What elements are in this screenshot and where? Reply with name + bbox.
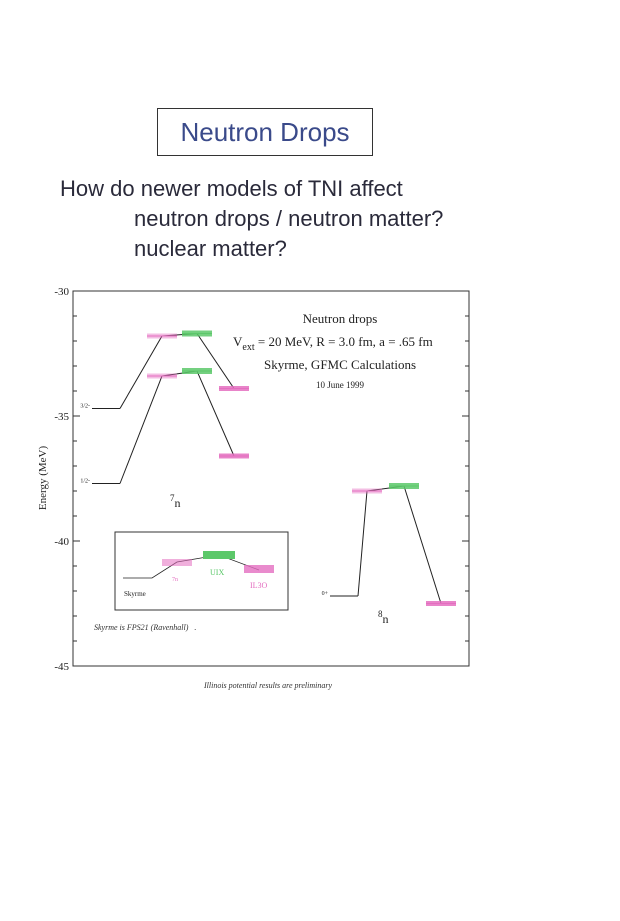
- chart-subtitle: Vext = 20 MeV, R = 3.0 fm, a = .65 fm: [233, 334, 433, 353]
- y-tick-label: -45: [54, 661, 69, 673]
- question-line-2: neutron drops / neutron matter?: [134, 206, 444, 231]
- nucleus-label-7n: 7n: [170, 493, 181, 510]
- series-line: [119, 332, 235, 409]
- legend-swatch-pink-1: [162, 559, 192, 566]
- legend-skyrme: Skyrme: [124, 590, 146, 598]
- page-title: Neutron Drops: [157, 108, 373, 156]
- question-line-3: nuclear matter?: [134, 236, 287, 261]
- nucleus-label-8n: 8n: [378, 609, 389, 626]
- legend-caption-text: Skyrme is FPS21 (Ravenhall): [94, 623, 189, 632]
- series-line: [357, 485, 442, 604]
- legend-caption-tail: .: [194, 623, 196, 632]
- question-line-1: How do newer models of TNI affect: [60, 176, 403, 201]
- y-axis-label: Energy (MeV): [37, 446, 49, 511]
- legend-swatch-pink-2: [244, 565, 274, 573]
- nucleus-7-mass: 7: [170, 493, 175, 503]
- legend-7n: 7n: [172, 577, 178, 583]
- state-label: 0+: [322, 591, 329, 597]
- legend-il3o: IL3O: [250, 581, 268, 590]
- legend-caption: Skyrme is FPS21 (Ravenhall).: [94, 623, 196, 632]
- nucleus-8-mass: 8: [378, 609, 383, 619]
- y-tick-label: -40: [54, 536, 69, 548]
- y-tick-label: -35: [54, 411, 69, 423]
- subtitle-ext: ext: [242, 342, 254, 353]
- legend-box: [114, 531, 289, 611]
- chart-date: 10 June 1999: [316, 380, 364, 390]
- footnote: Illinois potential results are prelimina…: [203, 681, 332, 690]
- state-label: 3/2-: [80, 404, 90, 410]
- legend-uix: UIX: [210, 568, 224, 577]
- state-label: 1/2-: [80, 479, 90, 485]
- plot-frame: [72, 290, 470, 667]
- legend-line: [123, 554, 260, 579]
- legend-inset: Skyrme 7n UIX IL3O: [114, 531, 289, 611]
- y-axis: -30 -35 -40 -45: [54, 286, 469, 673]
- series-line: [119, 370, 235, 484]
- subtitle-v: V: [233, 334, 243, 349]
- chart-subtitle-2: Skyrme, GFMC Calculations: [264, 357, 416, 372]
- nucleus-8-symbol: n: [383, 612, 389, 626]
- chart-marks: 3/2- 1/2- 0+: [80, 330, 456, 606]
- chart-title: Neutron drops: [303, 311, 378, 326]
- nucleus-7-symbol: n: [175, 496, 181, 510]
- y-tick-label: -30: [54, 286, 69, 298]
- subtitle-rest: = 20 MeV, R = 3.0 fm, a = .65 fm: [255, 334, 433, 349]
- legend-swatch-green: [203, 551, 235, 559]
